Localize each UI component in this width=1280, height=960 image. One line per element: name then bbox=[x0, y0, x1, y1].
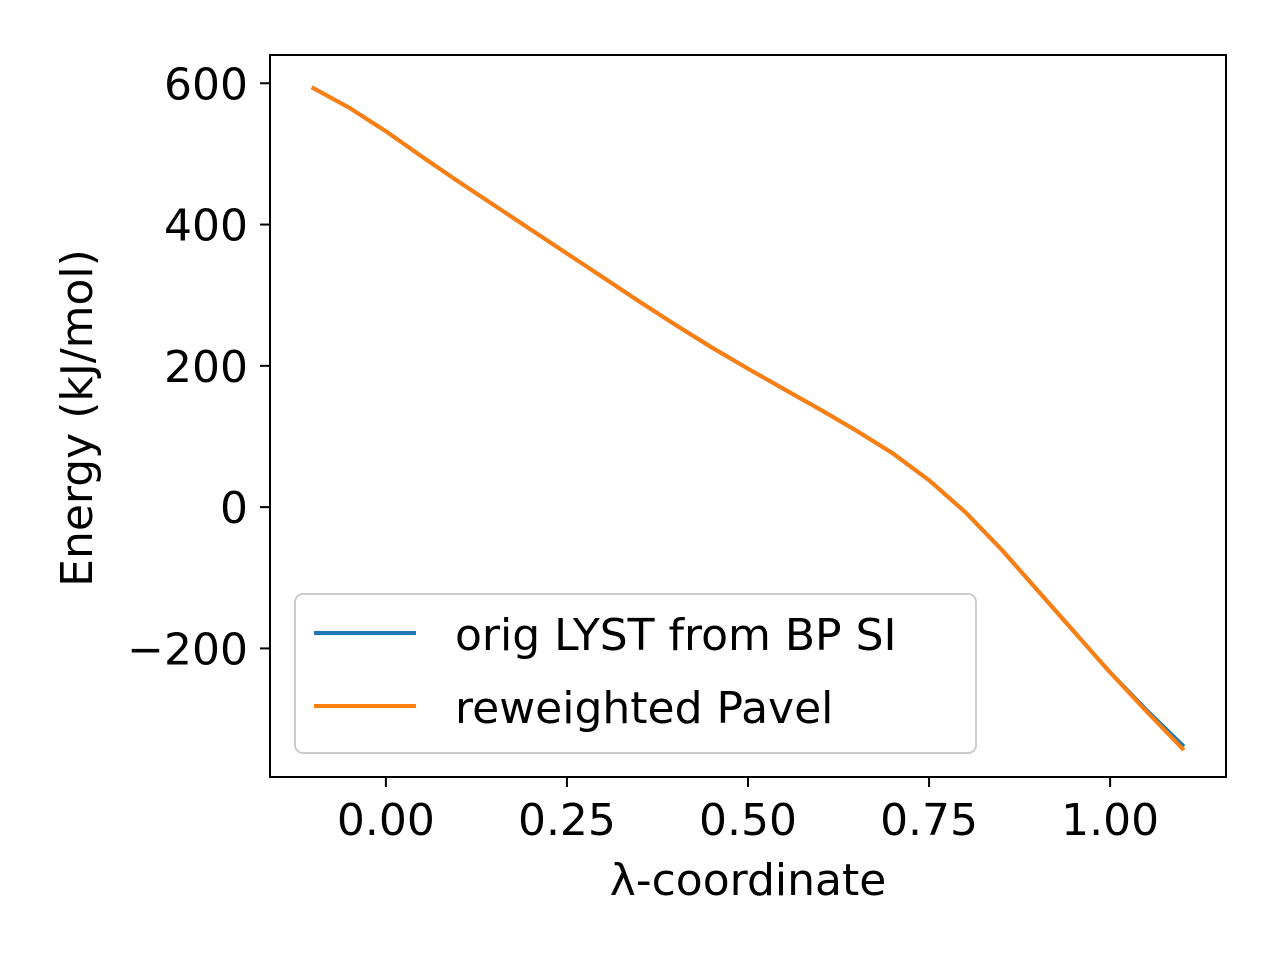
y-tick-label: 200 bbox=[164, 342, 248, 393]
x-axis: 0.00 0.25 0.50 0.75 1.00 bbox=[337, 777, 1159, 846]
y-tick-label: 0 bbox=[220, 483, 248, 534]
x-tick-label: 1.00 bbox=[1061, 795, 1159, 846]
plot-lines bbox=[310, 85, 1186, 752]
y-tick-label: 400 bbox=[164, 201, 248, 252]
x-tick-label: 0.50 bbox=[699, 795, 797, 846]
y-axis-label: Energy (kJ/mol) bbox=[52, 249, 103, 587]
x-tick-label: 0.00 bbox=[337, 795, 435, 846]
legend: orig LYST from BP SI reweighted Pavel bbox=[294, 593, 977, 754]
y-axis: −200 0 200 400 600 bbox=[127, 59, 270, 675]
x-axis-label: λ-coordinate bbox=[610, 855, 887, 906]
legend-label-reweighted-pavel: reweighted Pavel bbox=[455, 683, 833, 734]
y-tick-label: −200 bbox=[127, 624, 248, 675]
series-line-1 bbox=[310, 85, 1186, 752]
legend-label-orig-lyst: orig LYST from BP SI bbox=[455, 610, 896, 661]
x-tick-label: 0.25 bbox=[518, 795, 616, 846]
x-tick-label: 0.75 bbox=[880, 795, 978, 846]
legend-box bbox=[294, 593, 977, 754]
y-tick-label: 600 bbox=[164, 59, 248, 110]
